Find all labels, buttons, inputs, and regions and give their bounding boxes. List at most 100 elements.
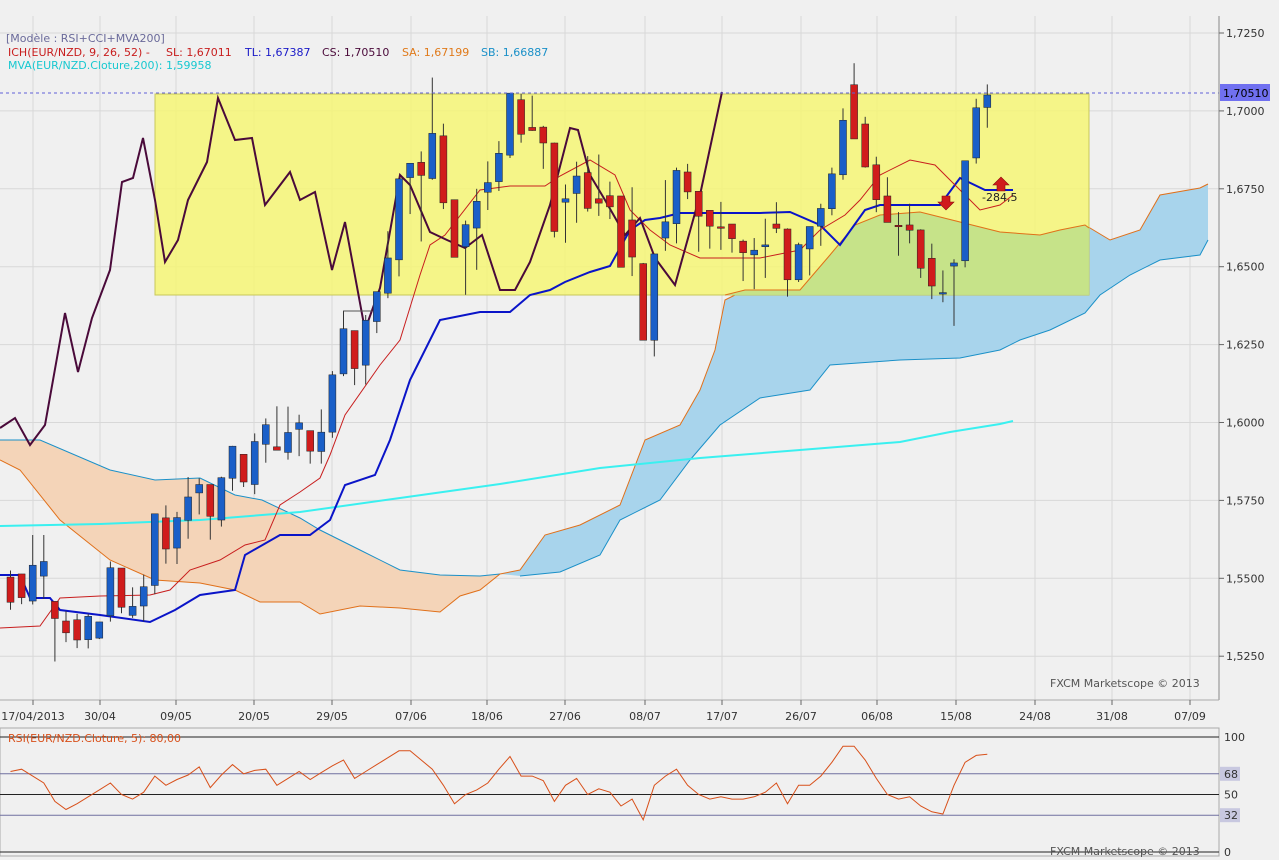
rsi-level-label: 50 (1224, 789, 1238, 802)
candle-body (728, 223, 736, 239)
candle-body (894, 225, 903, 228)
rsi-title: RSI(EUR/NZD.Cloture, 5): 80,00 (8, 732, 181, 745)
candle-body (983, 94, 992, 108)
candlesticks (6, 63, 992, 662)
candle-body (406, 162, 414, 178)
price-tick-label: 1,6250 (1226, 339, 1265, 352)
candle-body (262, 424, 270, 445)
date-tick-label: 27/06 (549, 710, 581, 723)
date-tick-label: 07/06 (395, 710, 427, 723)
candle-body (828, 173, 836, 209)
candle-body (373, 291, 381, 322)
date-tick-label: 18/06 (471, 710, 503, 723)
candle-body (517, 99, 525, 135)
price-tick-label: 1,7250 (1226, 27, 1265, 40)
legend-sa: SA: 1,67199 (402, 46, 469, 59)
candle-body (73, 619, 81, 641)
legend-model: [Modèle : RSI+CCI+MVA200] (6, 32, 165, 45)
candle-body (317, 431, 326, 452)
candle-body (772, 223, 781, 229)
price-axis: 1,7250 1,7000 1,6750 1,6500 1,6250 1,6000 1,57… (1219, 27, 1265, 663)
candle-body (617, 195, 625, 268)
kumo-zone-overlap (725, 212, 1089, 295)
candle-body (916, 229, 925, 269)
legend-cs: CS: 1,70510 (322, 46, 389, 59)
buy-arrow-icon (992, 176, 1010, 192)
candle-body (295, 422, 303, 430)
candle-body (28, 564, 37, 602)
candle-body (783, 228, 792, 281)
candle-body (328, 374, 337, 433)
main-watermark: FXCM Marketscope © 2013 (1050, 677, 1200, 690)
rsi-axis: 100 68 50 32 0 (1220, 731, 1245, 859)
price-tick-label: 1,5500 (1226, 572, 1265, 585)
date-tick-label: 17/04/2013 (1, 710, 64, 723)
candle-body (6, 576, 15, 603)
candle-body (639, 263, 647, 341)
candle-body (595, 198, 603, 204)
price-tick-label: 1,6500 (1226, 261, 1265, 274)
indicator-lines (0, 91, 1014, 629)
date-tick-label: 15/08 (940, 710, 972, 723)
candle-body (128, 606, 137, 616)
kijun-sen-line (0, 176, 1013, 624)
candle-body (928, 258, 936, 287)
ichimoku-cloud-over-zone (724, 211, 1090, 296)
candle-body (84, 616, 92, 640)
date-tick-label: 09/05 (160, 710, 192, 723)
rsi-line (10, 745, 988, 822)
candle-body (817, 208, 825, 227)
senkou-a-line-early (0, 459, 501, 615)
candle-body (905, 224, 914, 231)
kumo-bearish (0, 440, 500, 614)
candle-body (528, 127, 536, 131)
legend-sl: SL: 1,67011 (166, 46, 232, 59)
price-tick-label: 1,5750 (1226, 494, 1265, 507)
legend-ich-prefix: ICH(EUR/NZD, 9, 26, 52) - (8, 46, 150, 59)
candle-body (561, 198, 570, 203)
current-price-tag: 1,70510 (1220, 84, 1270, 101)
candle-body (628, 219, 636, 258)
date-tick-label: 29/05 (316, 710, 348, 723)
candle-body (250, 441, 259, 485)
candle-body (961, 160, 969, 262)
candle-body (361, 320, 370, 366)
candle-body (694, 191, 703, 217)
rsi-watermark: FXCM Marketscope © 2013 (1050, 845, 1200, 858)
sell-arrow-icon (937, 195, 955, 211)
date-tick-label: 20/05 (238, 710, 270, 723)
date-tick-label: 30/04 (84, 710, 116, 723)
candle-body (350, 330, 359, 369)
tenkan-sen-line (0, 159, 1014, 629)
mva200-line (0, 420, 1014, 527)
candle-body (550, 142, 559, 232)
candle-body (950, 262, 958, 267)
candle-body (939, 292, 947, 295)
date-tick-label: 31/08 (1096, 710, 1128, 723)
candle-body (972, 107, 980, 159)
rsi-level-tag (1220, 766, 1240, 781)
candle-body (173, 517, 181, 549)
candle-body (872, 164, 881, 200)
price-tick-label: 1,6750 (1226, 183, 1265, 196)
candle-body (151, 513, 159, 586)
current-price-label: 1,70510 (1223, 87, 1269, 100)
candle-body (461, 224, 470, 248)
candle-body (228, 445, 237, 479)
candle-body (606, 195, 614, 208)
price-tick-label: 1,7000 (1226, 105, 1265, 118)
candle-body (106, 567, 115, 616)
senkou-b-line-early (0, 439, 501, 577)
candle-body (761, 244, 770, 248)
candle-body (850, 84, 858, 140)
candle-body (739, 240, 747, 253)
candle-body (484, 182, 492, 193)
candle-body (51, 601, 59, 619)
price-tick-label: 1,6000 (1226, 417, 1265, 430)
rsi-level-label: 68 (1224, 768, 1238, 781)
candle-body (572, 175, 581, 194)
candle-body (184, 496, 192, 521)
candle-body (750, 249, 758, 256)
candle-body (195, 484, 203, 494)
senkou-b-line (519, 239, 1209, 577)
